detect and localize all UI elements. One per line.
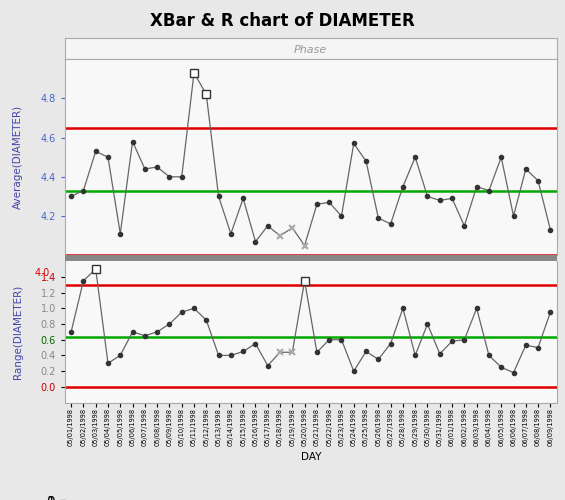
Y-axis label: Range(DIAMETER): Range(DIAMETER) [13,284,23,379]
Y-axis label: Average(DIAMETER): Average(DIAMETER) [13,105,23,210]
Text: Phase: Phase [294,45,327,55]
Text: XBar & R chart of DIAMETER: XBar & R chart of DIAMETER [150,12,415,30]
Text: 4.0: 4.0 [34,268,50,278]
X-axis label: DAY: DAY [301,452,321,462]
